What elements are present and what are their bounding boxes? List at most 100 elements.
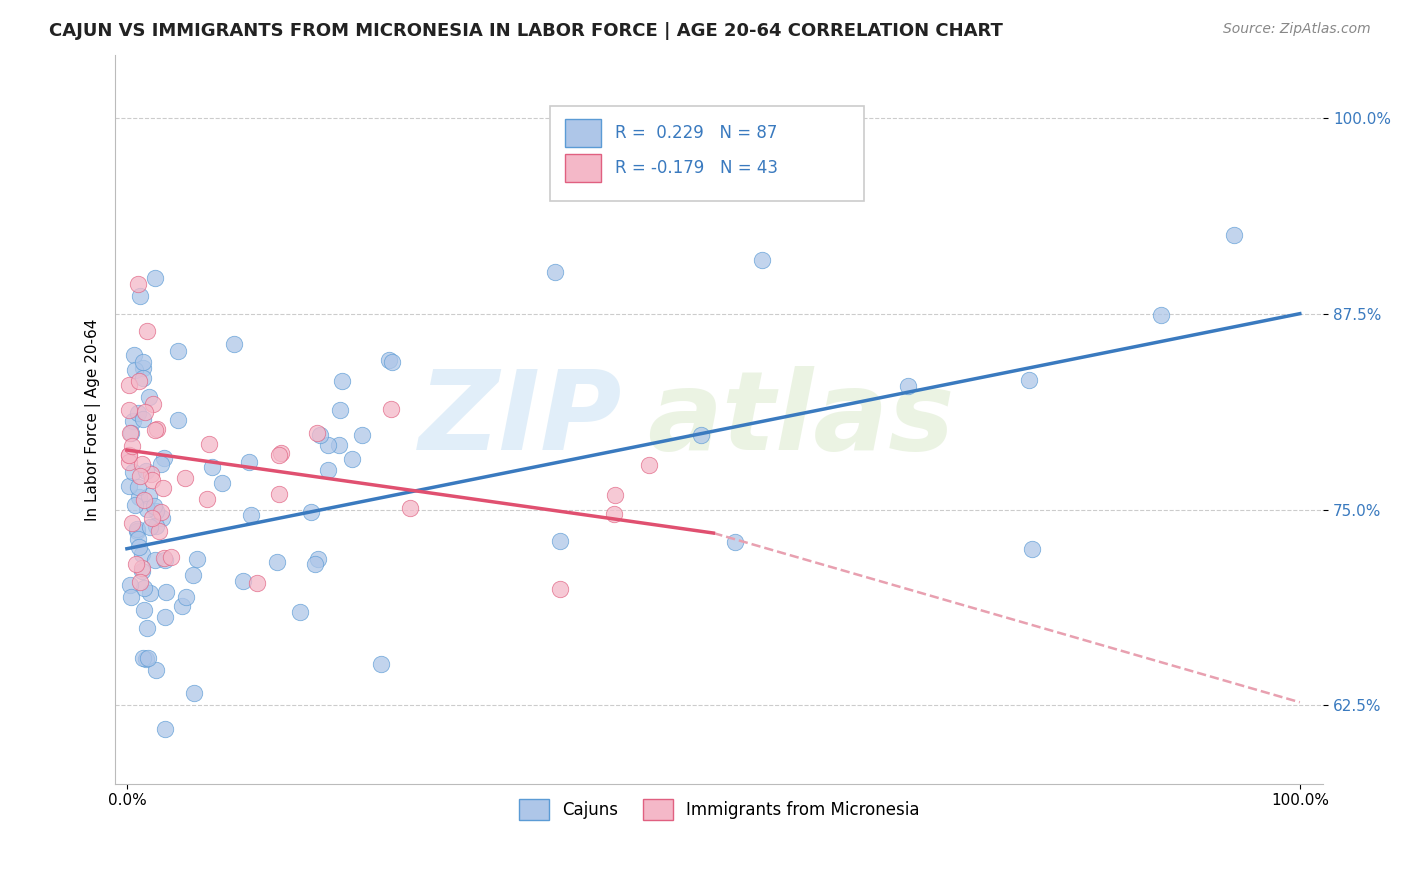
Point [288,606,311,620]
Point [120,425,142,440]
Point [166,343,188,358]
Point [1021,541,1043,556]
Point [131,651,153,665]
Point [136,622,159,636]
Point [143,271,166,285]
Point [330,375,353,389]
Point [318,463,340,477]
Point [172,599,194,614]
Point [118,426,141,441]
Point [398,500,420,515]
Point [307,551,329,566]
Y-axis label: In Labor Force | Age 20-64: In Labor Force | Age 20-64 [86,318,101,521]
Point [186,552,208,566]
Point [267,487,290,501]
Point [127,480,149,494]
Point [118,478,141,492]
Point [118,455,141,469]
Text: CAJUN VS IMMIGRANTS FROM MICRONESIA IN LABOR FORCE | AGE 20-64 CORRELATION CHART: CAJUN VS IMMIGRANTS FROM MICRONESIA IN L… [49,22,1002,40]
Point [155,722,177,736]
Bar [565,120,600,147]
Point [150,510,173,524]
Point [132,603,155,617]
Point [145,422,167,436]
Point [118,402,141,417]
Point [129,468,152,483]
Legend: Cajuns, Immigrants from Micronesia: Cajuns, Immigrants from Micronesia [512,793,927,826]
Point [118,449,141,463]
Text: Source: ZipAtlas.com: Source: ZipAtlas.com [1223,22,1371,37]
Point [380,402,402,417]
Point [181,567,204,582]
Point [127,533,149,547]
Point [638,458,661,473]
Point [222,336,245,351]
Point [121,414,143,428]
Point [132,412,155,426]
Point [121,516,143,530]
Point [135,464,157,478]
Point [603,487,626,501]
Point [603,508,626,522]
Point [195,492,218,507]
Point [751,252,773,267]
Point [159,550,181,565]
Point [544,265,567,279]
Point [128,375,150,389]
Point [174,590,197,604]
Point [269,449,291,463]
Point [145,518,167,533]
Point [141,473,163,487]
Point [183,685,205,699]
Point [232,574,254,588]
Point [131,457,153,471]
Point [148,524,170,538]
Point [150,505,173,519]
Point [378,352,401,367]
Point [132,360,155,375]
Point [238,455,260,469]
Point [370,657,392,672]
Point [143,552,166,566]
Point [152,551,174,566]
Point [340,451,363,466]
Point [548,582,571,596]
Point [132,371,155,385]
Point [139,586,162,600]
Text: R =  0.229   N = 87: R = 0.229 N = 87 [616,124,778,142]
Point [328,438,350,452]
Point [132,355,155,369]
Point [723,534,745,549]
Point [1223,227,1246,242]
Point [153,451,176,466]
Point [200,460,222,475]
Point [132,581,155,595]
Point [121,439,143,453]
Point [131,565,153,579]
Text: atlas: atlas [647,366,955,473]
Point [143,499,166,513]
Point [135,324,157,338]
Point [128,574,150,589]
Point [149,457,172,471]
Point [174,471,197,485]
Point [155,585,177,599]
Point [167,413,190,427]
Point [127,277,149,291]
Point [118,448,141,462]
Point [134,405,156,419]
Text: ZIP: ZIP [419,366,623,473]
Point [1018,373,1040,387]
Point [1149,308,1171,322]
Point [118,377,141,392]
Point [350,428,373,442]
Point [381,355,404,369]
Point [145,504,167,518]
Point [316,438,339,452]
Point [143,423,166,437]
Point [124,498,146,512]
Point [305,426,328,441]
Point [152,481,174,495]
Point [127,522,149,536]
Point [329,402,352,417]
